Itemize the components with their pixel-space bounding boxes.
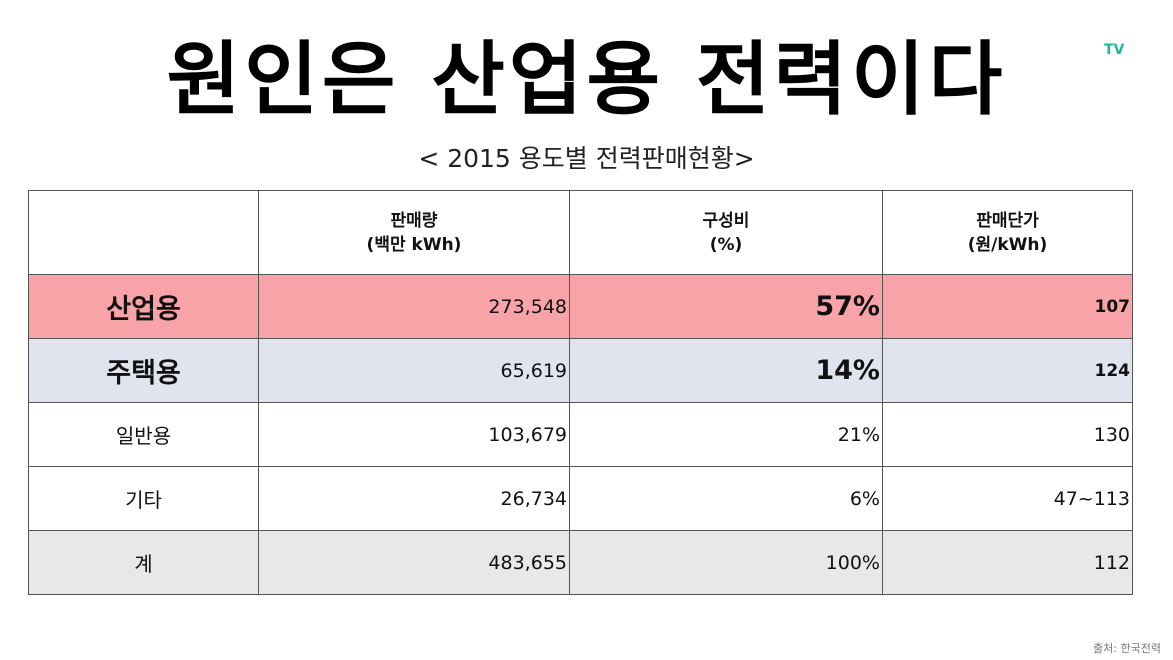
table-header-row: 판매량 (백만 kWh) 구성비 (%) 판매단가 (원/kWh) bbox=[28, 190, 1133, 275]
row-label: 계 bbox=[28, 530, 259, 595]
volume-cell: 65,619 bbox=[258, 338, 570, 403]
table-caption: < 2015 용도별 전력판매현황> bbox=[418, 144, 755, 173]
header-volume-unit: (백만 kWh) bbox=[366, 234, 462, 255]
row-label: 기타 bbox=[28, 466, 259, 531]
header-cell-volume: 판매량 (백만 kWh) bbox=[258, 190, 570, 275]
share-cell: 14% bbox=[569, 338, 883, 403]
row-label: 일반용 bbox=[28, 402, 259, 467]
volume-cell: 103,679 bbox=[258, 402, 570, 467]
volume-cell: 273,548 bbox=[258, 274, 570, 339]
row-label: 산업용 bbox=[28, 274, 259, 339]
table-row-industrial: 산업용 273,548 57% 107 bbox=[28, 274, 1133, 339]
price-cell: 107 bbox=[882, 274, 1133, 339]
table-row-other: 기타 26,734 6% 47~113 bbox=[28, 466, 1133, 531]
table-row-general: 일반용 103,679 21% 130 bbox=[28, 402, 1133, 467]
volume-cell: 483,655 bbox=[258, 530, 570, 595]
header-price-label: 판매단가 bbox=[976, 210, 1039, 231]
header-cell-price: 판매단가 (원/kWh) bbox=[882, 190, 1133, 275]
electricity-sales-table: 판매량 (백만 kWh) 구성비 (%) 판매단가 (원/kWh) 산업용 27… bbox=[28, 190, 1133, 595]
price-cell: 47~113 bbox=[882, 466, 1133, 531]
source-note: 출처: 한국전력 bbox=[1093, 642, 1161, 655]
tv-logo: TV bbox=[1104, 42, 1125, 58]
row-label: 주택용 bbox=[28, 338, 259, 403]
header-cell-empty bbox=[28, 190, 259, 275]
table-row-total: 계 483,655 100% 112 bbox=[28, 530, 1133, 595]
price-cell: 130 bbox=[882, 402, 1133, 467]
header-price-unit: (원/kWh) bbox=[967, 234, 1048, 255]
volume-cell: 26,734 bbox=[258, 466, 570, 531]
share-cell: 100% bbox=[569, 530, 883, 595]
header-cell-share: 구성비 (%) bbox=[569, 190, 883, 275]
share-cell: 57% bbox=[569, 274, 883, 339]
price-cell: 112 bbox=[882, 530, 1133, 595]
share-cell: 21% bbox=[569, 402, 883, 467]
page-title: 원인은 산업용 전력이다 bbox=[166, 33, 1007, 126]
header-share-label: 구성비 bbox=[702, 210, 750, 231]
header-volume-label: 판매량 bbox=[390, 210, 438, 231]
table-row-residential: 주택용 65,619 14% 124 bbox=[28, 338, 1133, 403]
share-cell: 6% bbox=[569, 466, 883, 531]
price-cell: 124 bbox=[882, 338, 1133, 403]
header-share-unit: (%) bbox=[709, 234, 743, 255]
